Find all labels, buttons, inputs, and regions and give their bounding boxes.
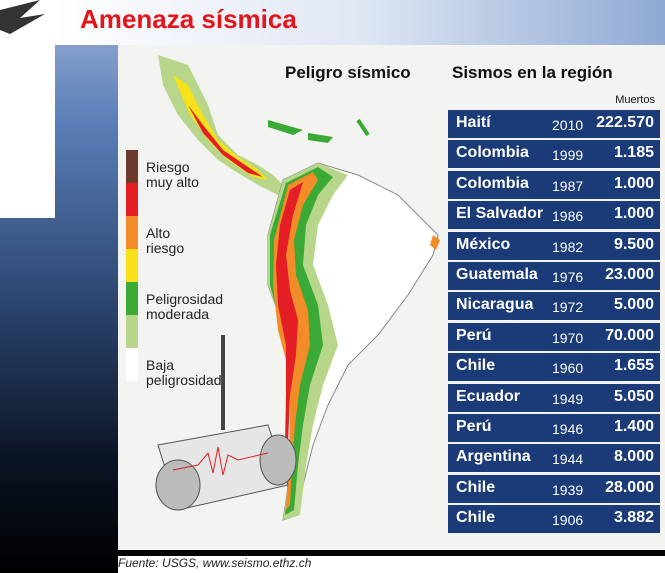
legend-label-line: Baja (146, 357, 175, 373)
title-band (55, 0, 665, 45)
deaths: 28.000 (605, 478, 654, 496)
legend-label-line: muy alto (146, 174, 199, 190)
country: Perú (456, 418, 492, 435)
table-row: Chile 1960 1.655 (448, 353, 660, 382)
table-row: Perú 1946 1.400 (448, 414, 660, 442)
legend-label: Baja peligrosidad (146, 358, 222, 388)
deaths: 1.000 (613, 205, 654, 223)
year: 1906 (552, 512, 584, 529)
country: Chile (456, 357, 496, 375)
table-title: Sismos en la región (452, 63, 613, 82)
country: El Salvador (456, 205, 544, 223)
country: Perú (456, 326, 492, 344)
legend-label: Riesgo muy alto (146, 160, 199, 190)
year: 1946 (552, 421, 584, 437)
year: 1960 (552, 360, 584, 377)
column-label: Muertos (615, 94, 655, 106)
deaths: 9.500 (613, 235, 654, 253)
country: Haití (456, 114, 491, 131)
table-row: Colombia 1987 1.000 (448, 170, 660, 199)
legend-label-line: moderada (146, 306, 210, 322)
year: 1949 (552, 390, 584, 407)
legend-swatch (126, 150, 138, 183)
slide-title: Amenaza sísmica (80, 4, 297, 34)
legend-swatch (126, 348, 138, 381)
year: 1972 (552, 299, 584, 316)
table-row: Colombia 1999 1.185 (448, 140, 660, 169)
legend-label-line: peligrosidad (146, 372, 222, 388)
legend-swatch (126, 315, 138, 348)
legend-label-line: Peligrosidad (146, 291, 224, 307)
legend-swatch (126, 282, 138, 315)
country: Argentina (456, 448, 531, 466)
map (118, 45, 448, 550)
seismograph (155, 335, 297, 511)
logo-box (0, 0, 55, 218)
legend-swatch (126, 249, 138, 282)
deaths: 8.000 (613, 448, 654, 466)
deaths: 70.000 (605, 326, 654, 344)
legend-label: Alto riesgo (146, 226, 184, 256)
legend-swatch (126, 216, 138, 249)
country: México (456, 235, 511, 253)
deaths: 5.000 (613, 296, 654, 314)
source: Fuente: USGS, www.seismo.ethz.ch (118, 556, 665, 573)
table-row: Haití 2010 222.570 (448, 110, 660, 138)
deaths: 5.050 (613, 387, 654, 405)
year: 1944 (552, 451, 584, 468)
country: Colombia (456, 174, 529, 192)
table-row: Perú 1970 70.000 (448, 322, 660, 351)
map-title: Peligro sísmico (285, 63, 411, 82)
legend-label: Peligrosidad moderada (146, 292, 223, 322)
country: Nicaragua (456, 296, 534, 314)
country: Chile (456, 509, 496, 527)
legend-label-line: riesgo (146, 240, 185, 256)
year: 1999 (552, 147, 584, 164)
infographic: Peligro sísmico Sismos en la región Muer… (118, 45, 665, 550)
country: Ecuador (456, 387, 521, 405)
deaths: 222.570 (596, 114, 654, 131)
table-row: Guatemala 1976 23.000 (448, 262, 660, 290)
deaths: 1.185 (613, 144, 654, 162)
deaths: 1.000 (613, 174, 654, 192)
table-row: Chile 1939 28.000 (448, 474, 660, 503)
legend-swatch (126, 183, 138, 216)
table-row: Ecuador 1949 5.050 (448, 383, 660, 412)
year: 1970 (552, 329, 584, 346)
year: 1986 (552, 208, 584, 225)
year: 1982 (552, 238, 584, 255)
deaths: 23.000 (605, 266, 654, 283)
country: Colombia (456, 144, 529, 162)
table-row: Nicaragua 1972 5.000 (448, 292, 660, 321)
country: Guatemala (456, 266, 538, 283)
year: 1987 (552, 177, 584, 194)
year: 1939 (552, 481, 584, 498)
year: 2010 (552, 117, 584, 133)
deaths: 1.655 (613, 357, 654, 375)
deaths: 1.400 (613, 418, 654, 435)
legend-label-line: Alto (146, 225, 171, 241)
table-row: Chile 1906 3.882 (448, 505, 660, 534)
table-row: Argentina 1944 8.000 (448, 444, 660, 473)
year: 1976 (552, 269, 584, 285)
logo (0, 0, 45, 34)
deaths: 3.882 (613, 509, 654, 527)
table-row: El Salvador 1986 1.000 (448, 201, 660, 230)
legend-label-line: Riesgo (146, 159, 190, 175)
table-row: México 1982 9.500 (448, 231, 660, 260)
country: Chile (456, 478, 496, 496)
